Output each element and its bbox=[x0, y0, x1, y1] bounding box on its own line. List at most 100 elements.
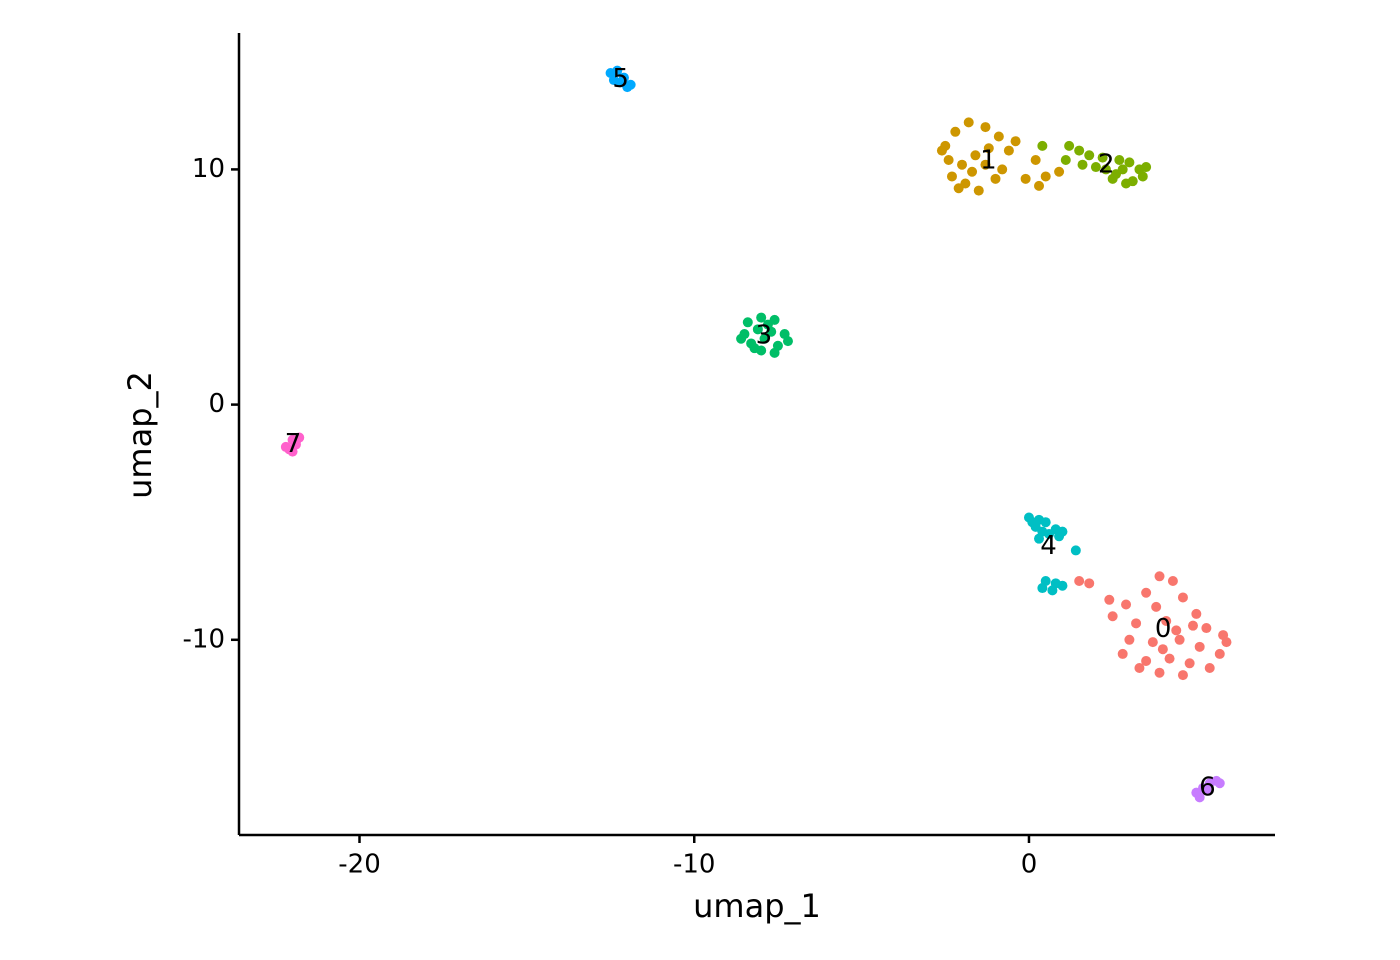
point bbox=[1003, 145, 1014, 156]
point bbox=[1214, 648, 1225, 659]
point bbox=[1177, 670, 1188, 681]
point bbox=[752, 324, 763, 335]
cluster-label: 7 bbox=[285, 429, 302, 459]
point bbox=[1194, 641, 1205, 652]
point bbox=[1124, 634, 1135, 645]
point bbox=[1171, 625, 1182, 636]
point bbox=[1074, 575, 1085, 586]
point bbox=[622, 82, 633, 93]
point bbox=[970, 150, 981, 161]
point bbox=[1034, 180, 1045, 191]
point bbox=[1141, 655, 1152, 666]
point bbox=[1201, 785, 1212, 796]
point bbox=[1154, 571, 1165, 582]
point bbox=[1194, 792, 1205, 803]
point bbox=[1047, 585, 1058, 596]
point bbox=[1117, 648, 1128, 659]
point bbox=[1037, 526, 1048, 537]
point bbox=[973, 185, 984, 196]
point bbox=[742, 317, 753, 328]
point bbox=[1054, 166, 1065, 177]
point bbox=[1191, 608, 1202, 619]
point bbox=[1100, 164, 1111, 175]
point bbox=[290, 437, 301, 448]
point bbox=[756, 312, 767, 323]
point bbox=[762, 319, 773, 330]
point bbox=[612, 65, 623, 76]
point bbox=[1131, 618, 1142, 629]
point bbox=[1010, 136, 1021, 147]
cluster-label: 6 bbox=[1199, 772, 1216, 802]
cluster-label: 0 bbox=[1155, 614, 1172, 644]
point bbox=[1084, 578, 1095, 589]
cluster-label: 1 bbox=[980, 146, 997, 176]
point bbox=[1151, 601, 1162, 612]
y-tick-label: 10 bbox=[192, 154, 225, 184]
point bbox=[967, 166, 978, 177]
point bbox=[1157, 644, 1168, 655]
point bbox=[1074, 145, 1085, 156]
y-axis-title: umap_2 bbox=[121, 371, 159, 499]
point bbox=[980, 159, 991, 170]
point bbox=[1097, 152, 1108, 163]
point bbox=[993, 131, 1004, 142]
x-axis-title: umap_1 bbox=[693, 887, 821, 925]
point bbox=[980, 122, 991, 133]
point bbox=[953, 183, 964, 194]
point bbox=[1137, 171, 1148, 182]
point bbox=[983, 143, 994, 154]
cluster-label: 4 bbox=[1040, 531, 1057, 561]
x-tick-label: -20 bbox=[338, 850, 380, 880]
point bbox=[736, 333, 747, 344]
point bbox=[957, 159, 968, 170]
point bbox=[936, 145, 947, 156]
cluster-label: 2 bbox=[1098, 150, 1115, 180]
point bbox=[1187, 620, 1198, 631]
point bbox=[997, 164, 1008, 175]
point bbox=[1184, 658, 1195, 669]
point bbox=[1107, 611, 1118, 622]
point bbox=[946, 171, 957, 182]
point bbox=[1174, 634, 1185, 645]
point bbox=[1114, 155, 1125, 166]
point bbox=[990, 173, 1001, 184]
point bbox=[1060, 155, 1071, 166]
point bbox=[1037, 583, 1048, 594]
point bbox=[1201, 623, 1212, 634]
point bbox=[1141, 587, 1152, 598]
point bbox=[1154, 667, 1165, 678]
point bbox=[1104, 594, 1115, 605]
point bbox=[1121, 599, 1132, 610]
point bbox=[1141, 162, 1152, 173]
point bbox=[1064, 140, 1075, 151]
point bbox=[943, 155, 954, 166]
point bbox=[1030, 155, 1041, 166]
x-tick-label: 0 bbox=[1021, 850, 1038, 880]
point bbox=[1167, 575, 1178, 586]
point bbox=[1070, 545, 1081, 556]
point bbox=[1117, 164, 1128, 175]
point bbox=[1127, 176, 1138, 187]
point bbox=[287, 446, 298, 457]
point bbox=[1134, 663, 1145, 674]
point bbox=[1077, 159, 1088, 170]
point bbox=[1084, 150, 1095, 161]
point bbox=[1147, 637, 1158, 648]
y-tick-label: 0 bbox=[208, 389, 225, 419]
point bbox=[782, 336, 793, 347]
x-tick-label: -10 bbox=[673, 850, 715, 880]
point bbox=[1037, 140, 1048, 151]
point bbox=[1027, 517, 1038, 528]
point bbox=[759, 333, 770, 344]
point bbox=[769, 347, 780, 358]
point bbox=[1040, 517, 1051, 528]
cluster-label: 3 bbox=[756, 320, 773, 350]
point bbox=[1124, 157, 1135, 168]
point bbox=[1204, 663, 1215, 674]
point bbox=[963, 117, 974, 128]
point bbox=[1221, 637, 1232, 648]
point bbox=[950, 126, 961, 137]
point bbox=[1020, 173, 1031, 184]
point bbox=[1057, 580, 1068, 591]
